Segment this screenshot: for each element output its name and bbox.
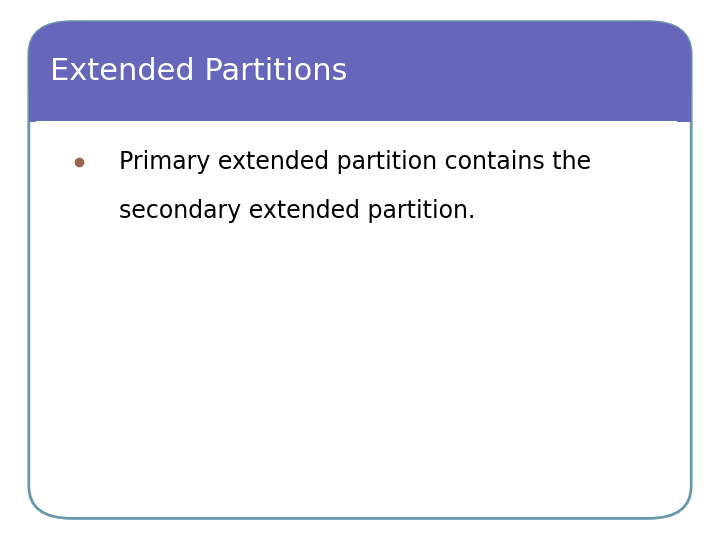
Text: secondary extended partition.: secondary extended partition. <box>119 199 475 222</box>
FancyBboxPatch shape <box>29 22 691 122</box>
FancyBboxPatch shape <box>29 71 691 122</box>
Text: Extended Partitions: Extended Partitions <box>50 57 348 86</box>
Text: Primary extended partition contains the: Primary extended partition contains the <box>119 150 591 174</box>
FancyBboxPatch shape <box>29 22 691 518</box>
